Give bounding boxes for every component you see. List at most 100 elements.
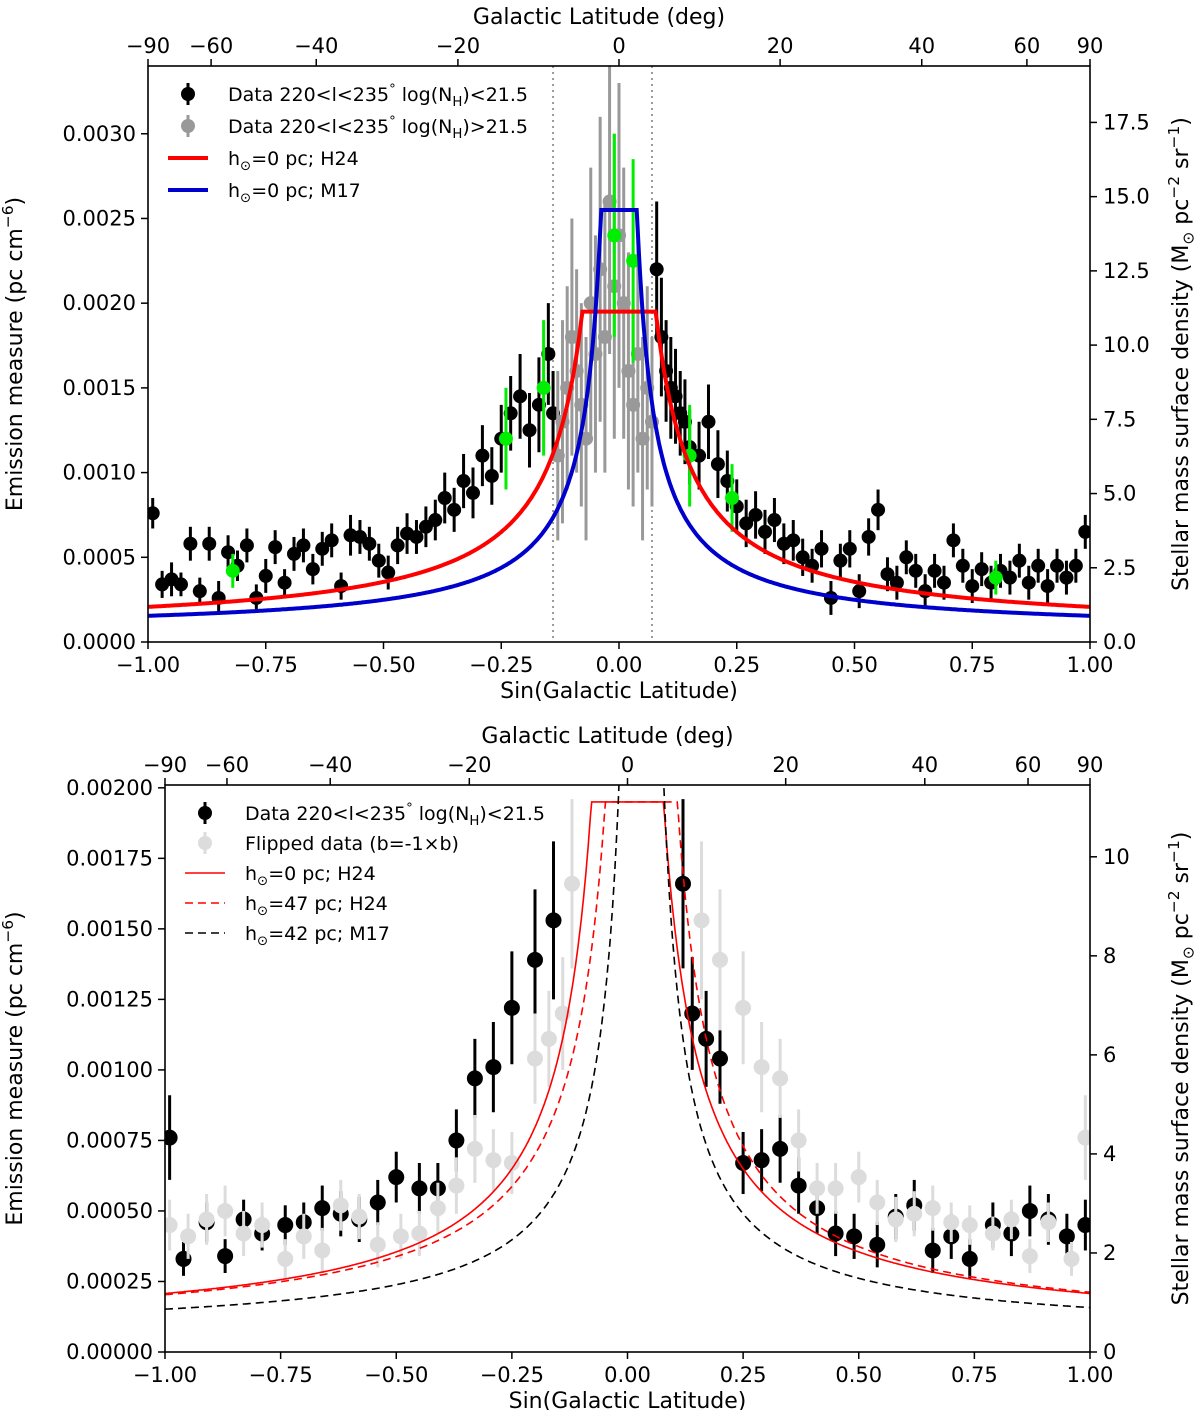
y-tick-label: 0.0000: [63, 630, 136, 654]
data-point: [827, 1180, 844, 1197]
data-point: [852, 584, 867, 599]
y-tick-label: 0.00025: [66, 1269, 153, 1293]
data-point: [1050, 558, 1065, 573]
data-point: [597, 330, 612, 345]
data-point: [362, 536, 377, 551]
legend-item: h⊙​=42 pc; M17: [185, 923, 390, 949]
data-point: [908, 563, 923, 578]
top-x-tick-label: 0: [612, 34, 625, 58]
data-point: [675, 875, 691, 892]
data-point: [277, 575, 292, 590]
legend: Data 220<l<235°​ log(NH​)<21.5 Data 220<l…: [168, 82, 528, 206]
data-point: [466, 1140, 483, 1157]
y-tick-label: 0.00050: [66, 1199, 153, 1223]
legend-item: h⊙​=0 pc; H24: [168, 148, 359, 174]
chart-panel-top: −1.00 −0.75 −0.50 −0.25 0.00 0.25 0.50 0.75 1.00…: [0, 5, 1198, 704]
top-x-tick-label: −60: [189, 34, 233, 58]
y-tick-label: 0.00150: [66, 917, 153, 941]
series-0: [148, 201, 1090, 615]
data-point: [522, 423, 537, 438]
data-point: [217, 1248, 234, 1265]
x-tick-label: −0.25: [469, 653, 533, 677]
right-y-tick-label: 0.0: [1103, 630, 1136, 654]
x-tick-label: 0.75: [951, 1363, 998, 1387]
data-point: [961, 1250, 978, 1267]
data-point: [880, 567, 895, 582]
x-tick-label: −0.75: [234, 653, 298, 677]
legend-item: h⊙​=0 pc; H24: [185, 863, 376, 889]
data-point: [693, 912, 710, 929]
data-point: [540, 1030, 557, 1047]
data-point: [466, 1070, 483, 1087]
data-point: [735, 1155, 752, 1171]
data-point: [448, 1132, 465, 1149]
model-curve-0: [148, 309, 1090, 609]
data-point: [180, 1228, 197, 1245]
legend-item: Flipped data (b=-1×b): [198, 832, 459, 855]
legend-label: Data 220<l<235°​ log(NH​)>21.5: [228, 114, 528, 141]
top-x-tick-label: 0: [621, 753, 634, 777]
legend-marker: [181, 87, 195, 101]
top-x-axis: −90 −60 −40 −20 0 20 40 60 90 Galactic Latitude (…: [126, 5, 1104, 66]
data-point: [790, 1132, 807, 1149]
data-point: [889, 575, 904, 590]
data-point: [448, 1177, 465, 1194]
top-x-tick-label: −40: [308, 753, 352, 777]
data-point: [277, 1250, 294, 1267]
data-point: [235, 1225, 252, 1242]
legend-item: Data 220<l<235°​ log(NH​)<21.5: [181, 82, 528, 110]
right-y-axis-label: Stellar mass surface density (M⊙​ pc−2​ …: [1165, 832, 1197, 1306]
data-point: [668, 389, 683, 404]
data-point: [1068, 558, 1083, 573]
data-point: [411, 1225, 428, 1242]
data-point: [861, 529, 876, 544]
data-point: [869, 1236, 886, 1253]
x-tick-label: −0.50: [364, 1363, 428, 1387]
right-y-tick-label: 17.5: [1103, 110, 1150, 134]
x-axis-label: Sin(Galactic Latitude): [500, 679, 738, 704]
data-point: [988, 570, 1003, 585]
x-tick-label: −1.00: [133, 1363, 197, 1387]
legend: Data 220<l<235°​ log(NH​)<21.5 Flipped da…: [185, 801, 545, 949]
data-point: [869, 1194, 886, 1211]
data-point: [447, 502, 462, 517]
data-point: [649, 262, 664, 277]
legend-marker: [198, 836, 212, 850]
x-axis: −1.00 −0.75 −0.50 −0.25 0.00 0.25 0.50 0.75 1.00…: [116, 642, 1114, 704]
data-point: [456, 474, 471, 489]
data-point: [607, 228, 622, 243]
right-y-tick-label: 10: [1103, 845, 1130, 869]
data-point: [635, 431, 650, 446]
data-point: [392, 1228, 409, 1245]
legend-item: h⊙​=0 pc; M17: [168, 180, 361, 206]
y-tick-label: 0.0030: [63, 122, 136, 146]
y-tick-label: 0.00100: [66, 1058, 153, 1082]
data-point: [485, 1059, 502, 1076]
data-point: [411, 1180, 428, 1197]
y-tick-label: 0.00200: [66, 776, 153, 800]
legend-marker: [181, 119, 195, 133]
data-point: [710, 457, 725, 472]
data-point: [183, 536, 198, 551]
data-point: [254, 1217, 271, 1234]
top-x-tick-label: 60: [1014, 34, 1041, 58]
right-y-tick-label: 8: [1103, 944, 1116, 968]
data-point: [1021, 575, 1036, 590]
data-point: [1040, 579, 1055, 594]
data-point: [315, 541, 330, 556]
top-x-tick-label: −20: [436, 34, 480, 58]
right-y-tick-label: 0: [1103, 1340, 1116, 1364]
data-point: [842, 541, 857, 556]
data-point: [1012, 553, 1027, 568]
top-x-tick-label: 90: [1077, 34, 1104, 58]
data-point: [924, 1200, 941, 1217]
data-point: [369, 1194, 386, 1211]
x-tick-label: 1.00: [1067, 653, 1114, 677]
x-tick-label: 0.25: [713, 653, 760, 677]
right-y-tick-label: 10.0: [1103, 333, 1150, 357]
legend-item: h⊙​=47 pc; H24: [185, 893, 388, 919]
data-point: [381, 565, 396, 580]
data-point: [324, 533, 339, 548]
data-point: [961, 1217, 978, 1234]
data-point: [390, 538, 405, 553]
